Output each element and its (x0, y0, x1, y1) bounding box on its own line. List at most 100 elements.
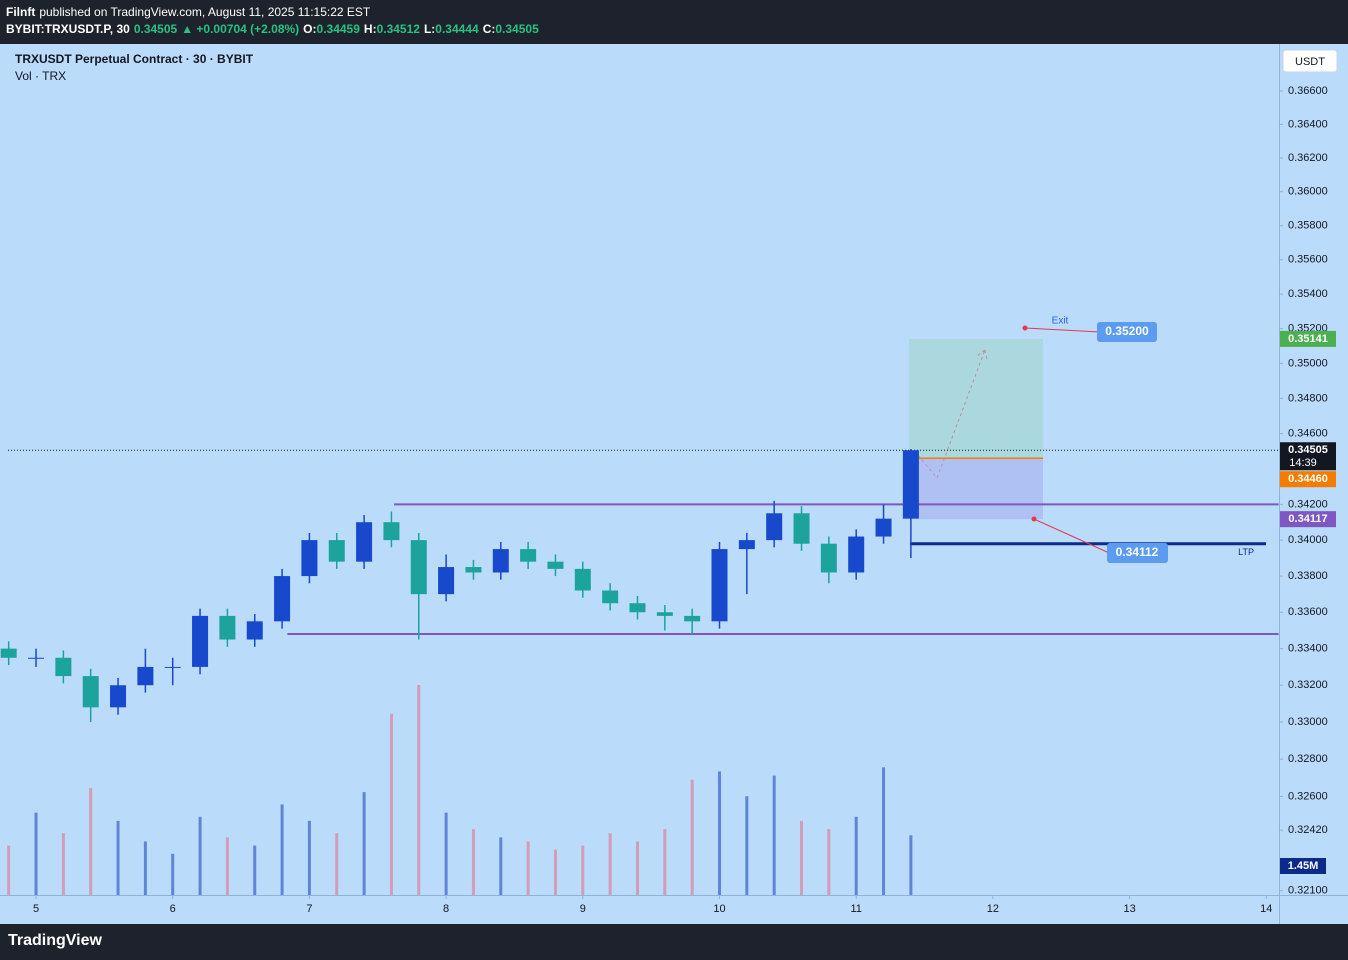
candle-body (410, 540, 427, 595)
price-label-box (1280, 442, 1336, 471)
price-label-box (1280, 471, 1336, 488)
candle-body (356, 522, 373, 562)
volume-bar (553, 849, 557, 895)
callout-dot (1022, 325, 1028, 331)
callout-box (1107, 543, 1168, 563)
y-tick-label: 0.33200 (1288, 679, 1328, 691)
candle-body (684, 615, 701, 622)
x-tick-label: 8 (443, 903, 449, 915)
candle-body (574, 568, 591, 591)
x-tick-label: 11 (850, 903, 861, 915)
brand: TradingView (8, 932, 102, 949)
ohlc-value: 0.34459 (316, 22, 360, 36)
x-tick-label: 12 (987, 903, 999, 915)
y-tick-label: 0.34200 (1288, 498, 1328, 510)
price-label: 0.35141 (1288, 333, 1328, 345)
volume-bar (444, 812, 448, 895)
volume-bar (116, 820, 120, 895)
candle-body (875, 518, 892, 537)
published: published on TradingView.com, August 11,… (39, 5, 371, 19)
volume-bar (89, 787, 93, 895)
y-tick-label: 0.32600 (1288, 790, 1328, 802)
candle-body (492, 549, 509, 573)
price-label: 0.34505 (1288, 444, 1328, 456)
volume-bar (663, 829, 667, 895)
y-tick-label: 0.35800 (1288, 220, 1328, 232)
x-tick-label: 7 (306, 903, 312, 915)
candle-body (110, 685, 127, 708)
volume-bar (882, 767, 886, 895)
author: Filnft (6, 5, 36, 19)
y-tick-label: 0.33800 (1288, 570, 1328, 582)
y-tick-label: 0.36400 (1288, 118, 1328, 130)
candle-body (547, 561, 564, 569)
volume-bar (389, 713, 393, 895)
volume-bar (745, 796, 749, 895)
volume-bar (335, 833, 339, 895)
volume-bar (34, 812, 38, 895)
volume-bar (800, 820, 804, 895)
footer: TradingView (8, 932, 102, 950)
y-tick-label: 0.35000 (1288, 357, 1328, 369)
candle-body (137, 666, 154, 686)
volume-bar (143, 841, 147, 895)
volume-bar (772, 775, 776, 895)
volume-bar (690, 779, 694, 895)
x-tick-label: 10 (713, 903, 725, 915)
candle-body (465, 567, 482, 573)
x-tick-label: 9 (580, 903, 586, 915)
price-label: 0.34460 (1288, 473, 1328, 485)
plot-background (0, 44, 1348, 924)
volume-bar (499, 837, 503, 895)
level-label: LTP (1238, 547, 1254, 557)
y-tick-label: 0.34600 (1288, 427, 1328, 439)
candle-body (328, 540, 345, 562)
y-tick-label: 0.33400 (1288, 643, 1328, 655)
change: ▲ +0.00704 (+2.08%) (181, 22, 300, 36)
candle-body (28, 657, 45, 659)
volume-bar (362, 792, 366, 895)
candle-body (246, 621, 263, 640)
candle-body (274, 576, 291, 622)
candle-body (55, 657, 72, 677)
volume-bar (718, 771, 722, 895)
price-label-box (1280, 511, 1336, 528)
volume-bar (171, 853, 175, 895)
callout-dot (1031, 516, 1037, 522)
volume-bar (307, 820, 311, 895)
y-tick-label: 0.32100 (1288, 885, 1328, 897)
volume-bar (7, 845, 11, 895)
volume-label: 1.45M (1288, 860, 1319, 872)
price-label-box (1280, 330, 1336, 347)
volume-bar (526, 841, 530, 895)
volume-bar (417, 685, 421, 895)
candle-body (793, 513, 810, 544)
symbol: BYBIT:TRXUSDT.P, 30 (6, 22, 130, 36)
volume-bar (827, 829, 831, 895)
candle-body (520, 549, 537, 562)
candle-body (602, 590, 619, 604)
volume-bar (280, 804, 284, 895)
x-tick-label: 5 (33, 903, 39, 915)
y-tick-label: 0.33000 (1288, 716, 1328, 728)
ohlc-value: 0.34505 (495, 22, 539, 36)
profit-zone (908, 338, 1043, 459)
callout-line (1033, 518, 1108, 553)
volume-bar (61, 833, 65, 895)
price-label: 0.34117 (1288, 513, 1327, 525)
chart-subtitle: Vol · TRX (15, 69, 66, 83)
candle-body (438, 567, 455, 595)
volume-bar (471, 829, 475, 895)
ohlc-value: 0.34444 (435, 22, 479, 36)
currency: USDT (1295, 56, 1325, 68)
candle-body (820, 543, 837, 573)
candle-body (383, 522, 400, 541)
candle-body (164, 666, 181, 668)
volume-bar (854, 816, 858, 895)
countdown: 14:39 (1289, 457, 1317, 469)
y-tick-label: 0.35400 (1288, 288, 1328, 300)
last: 0.34505 (133, 22, 178, 36)
volume-bar (198, 816, 202, 895)
x-tick-label: 14 (1260, 903, 1272, 915)
